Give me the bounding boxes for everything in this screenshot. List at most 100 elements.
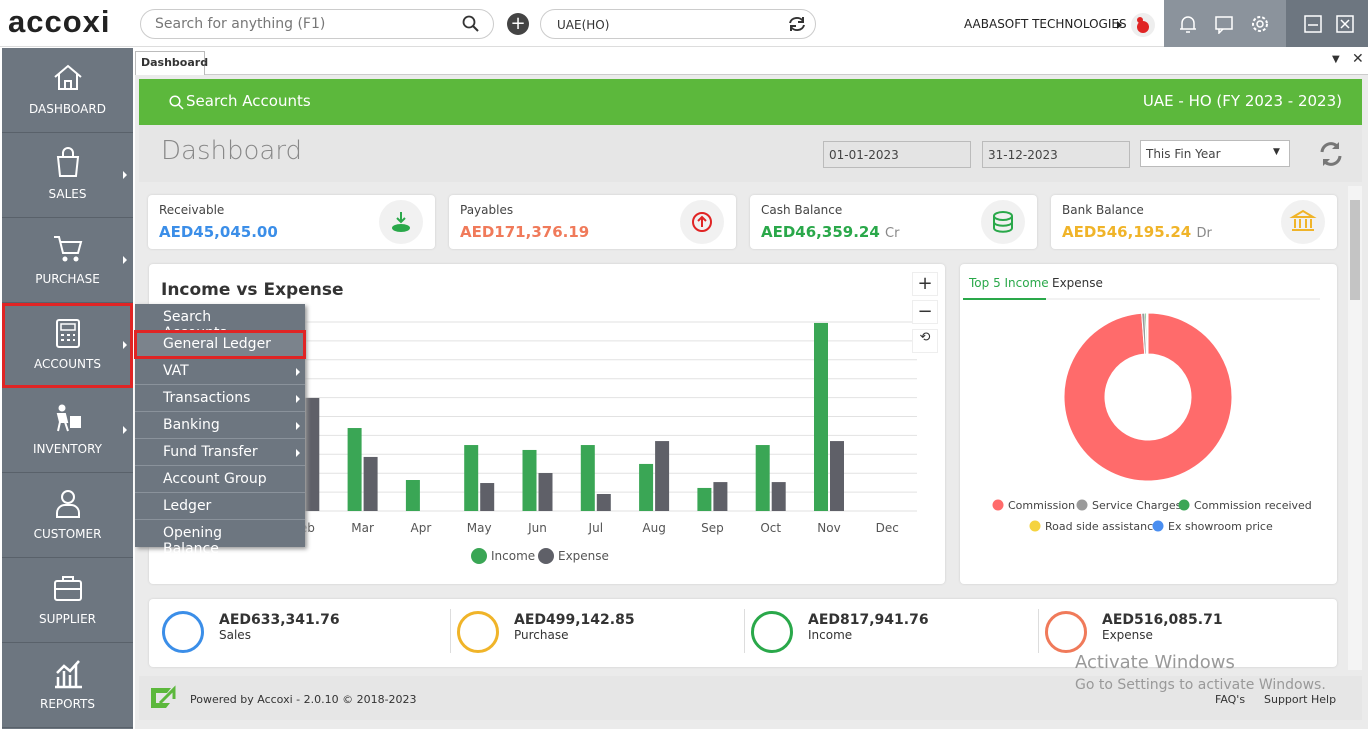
from-date[interactable]: 01-01-2023 <box>823 141 971 168</box>
pie-chart: Top 5 IncomeExpense Commission Service Cha… <box>960 264 1337 584</box>
bar[interactable] <box>406 480 420 511</box>
card-cash-balance[interactable]: Cash BalanceAED46,359.24 Cr <box>750 195 1037 249</box>
legend-swatch[interactable] <box>538 548 554 564</box>
summary-expense: AED516,085.71Expense <box>1102 612 1223 642</box>
scrollbar[interactable] <box>1348 186 1362 670</box>
refresh[interactable] <box>1317 139 1345 169</box>
bar[interactable] <box>364 457 378 511</box>
legend-label[interactable]: Commission received <box>1194 499 1312 512</box>
bar[interactable] <box>480 483 494 511</box>
bar[interactable] <box>772 482 786 511</box>
bar[interactable] <box>814 323 828 511</box>
legend-swatch[interactable] <box>471 548 487 564</box>
menu-item[interactable]: Search Accounts <box>135 304 305 331</box>
legend-label[interactable]: Expense <box>558 549 609 563</box>
menu-item[interactable]: Fund Transfer <box>135 439 305 466</box>
menu-item[interactable]: Transactions <box>135 385 305 412</box>
nav-accounts[interactable]: ACCOUNTS <box>2 303 133 388</box>
banner-search[interactable]: Search Accounts <box>186 92 311 110</box>
company-name[interactable]: AABASOFT TECHNOLOGIES <box>964 17 1127 31</box>
menu-item[interactable]: VAT <box>135 358 305 385</box>
expense-icon <box>1045 611 1087 653</box>
company-arrow <box>1116 20 1124 30</box>
bar[interactable] <box>464 445 478 511</box>
footer-help[interactable]: Help <box>1311 693 1336 706</box>
to-date[interactable]: 31-12-2023 <box>982 141 1130 168</box>
legend-swatch[interactable] <box>1179 500 1190 511</box>
bar[interactable] <box>756 445 770 511</box>
tab-close[interactable]: ✕ <box>1352 51 1364 67</box>
legend-swatch[interactable] <box>1153 521 1164 532</box>
card-label: Bank Balance <box>1062 203 1144 217</box>
nav-customer[interactable]: CUSTOMER <box>2 473 133 558</box>
nav-inventory[interactable]: INVENTORY <box>2 388 133 473</box>
nav-reports[interactable]: REPORTS <box>2 643 133 728</box>
card-receivable[interactable]: ReceivableAED45,045.00 <box>148 195 435 249</box>
scroll-thumb[interactable] <box>1350 200 1360 300</box>
nav-purchase[interactable]: PURCHASE <box>2 218 133 303</box>
tab-dashboard[interactable]: Dashboard <box>135 51 205 75</box>
bar[interactable] <box>713 482 727 511</box>
legend-label[interactable]: Income <box>491 549 535 563</box>
bar[interactable] <box>697 488 711 511</box>
close[interactable] <box>1336 15 1354 33</box>
legend-label[interactable]: Ex showroom price <box>1168 520 1273 533</box>
bar[interactable] <box>639 464 653 511</box>
card-icon <box>981 200 1025 244</box>
menu-item[interactable]: Ledger <box>135 493 305 520</box>
card-payables[interactable]: PayablesAED171,376.19 <box>449 195 736 249</box>
notifications[interactable] <box>1178 14 1198 34</box>
menu-item[interactable]: Account Group <box>135 466 305 493</box>
menu-item[interactable]: General Ledger <box>135 331 305 358</box>
accounts-menu: Search Accounts General Ledger VAT Trans… <box>135 304 305 547</box>
add-button[interactable]: + <box>507 13 529 35</box>
legend-swatch[interactable] <box>993 500 1004 511</box>
tab-menu[interactable]: ▼ <box>1332 54 1340 65</box>
legend-swatch[interactable] <box>1030 521 1041 532</box>
bar[interactable] <box>655 441 669 511</box>
footer-faq[interactable]: FAQ's <box>1215 693 1245 706</box>
menu-item[interactable]: Banking <box>135 412 305 439</box>
zoom-out[interactable]: − <box>912 300 938 324</box>
pie-slice[interactable] <box>1147 313 1148 354</box>
top-bar: accoxi Search for anything (F1) + UAE(HO… <box>0 0 1368 47</box>
bar[interactable] <box>830 441 844 511</box>
bar[interactable] <box>581 445 595 511</box>
bar[interactable] <box>305 398 319 511</box>
global-search[interactable]: Search for anything (F1) <box>140 9 494 39</box>
legend-label[interactable]: Commission <box>1008 499 1075 512</box>
switch-branch-icon[interactable] <box>787 15 807 33</box>
nav-supplier[interactable]: SUPPLIER <box>2 558 133 643</box>
messages[interactable] <box>1214 14 1234 34</box>
zoom-in[interactable]: + <box>912 272 938 296</box>
nav-sales[interactable]: SALES <box>2 133 133 218</box>
bar[interactable] <box>348 428 362 511</box>
minimize[interactable] <box>1304 15 1322 33</box>
nav-dashboard[interactable]: DASHBOARD <box>2 48 133 133</box>
menu-item[interactable]: Opening Balance <box>135 520 305 547</box>
company-period: UAE - HO (FY 2023 - 2023) <box>1143 92 1342 110</box>
settings[interactable] <box>1250 14 1270 34</box>
legend-label[interactable]: Road side assistance <box>1045 520 1160 533</box>
period-select[interactable]: This Fin Year <box>1140 140 1290 167</box>
legend-label[interactable]: Service Charges <box>1092 499 1182 512</box>
search-icon[interactable] <box>462 15 480 33</box>
tab-active[interactable]: Top 5 Income <box>968 276 1049 290</box>
zoom-reset[interactable]: ⟲ <box>912 329 938 353</box>
tab[interactable]: Expense <box>1052 276 1103 290</box>
divider <box>744 609 745 653</box>
bar[interactable] <box>523 450 537 511</box>
branch-selector[interactable]: UAE(HO) <box>540 9 816 39</box>
footer-support[interactable]: Support <box>1264 693 1307 706</box>
nav-label: DASHBOARD <box>2 102 133 116</box>
card-bank-balance[interactable]: Bank BalanceAED546,195.24 Dr <box>1051 195 1337 249</box>
logo[interactable]: accoxi <box>8 4 111 40</box>
bar[interactable] <box>539 473 553 511</box>
label: Sales <box>219 628 340 642</box>
user-avatar[interactable] <box>1130 12 1156 38</box>
bar[interactable] <box>597 494 611 511</box>
legend-swatch[interactable] <box>1077 500 1088 511</box>
label: Income <box>808 628 929 642</box>
